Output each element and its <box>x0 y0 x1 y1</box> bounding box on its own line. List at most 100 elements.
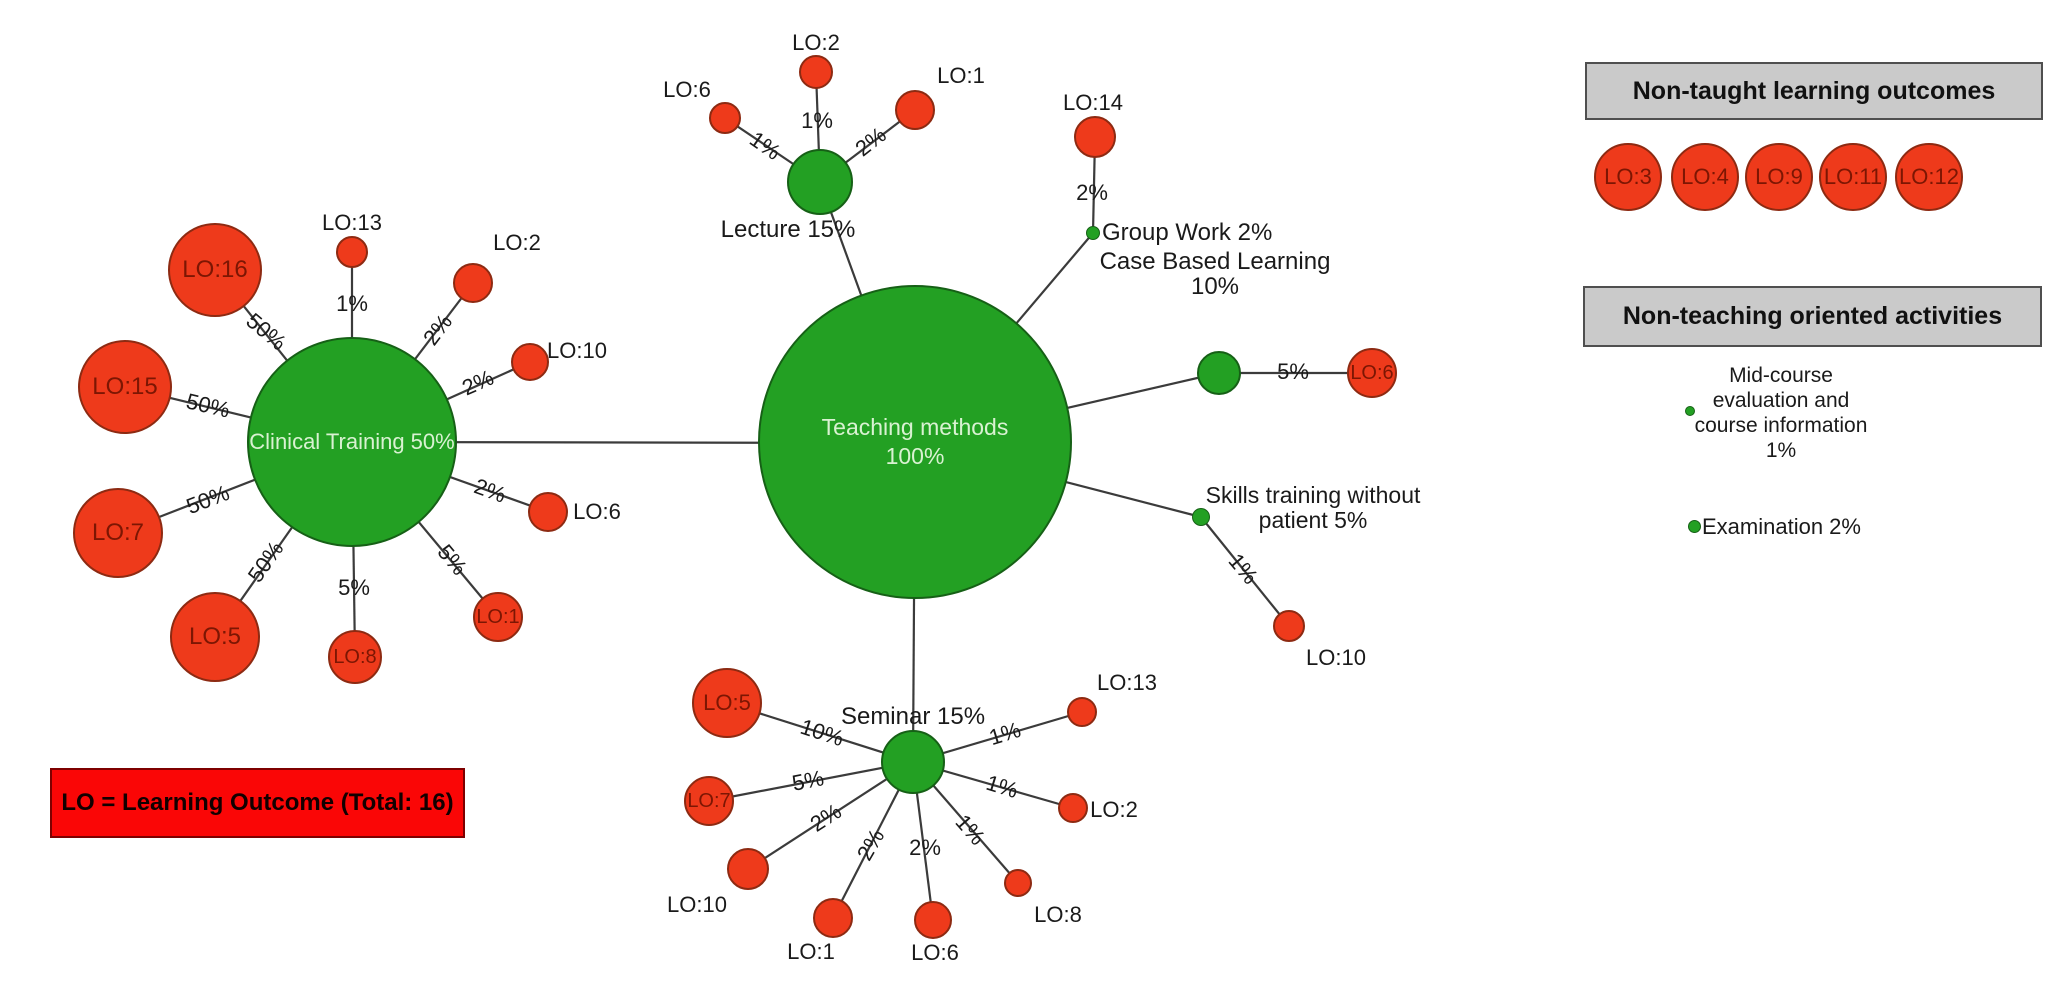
group-work-label: Group Work 2% <box>1102 219 1273 246</box>
case-based-learning-label-line1: Case Based Learning <box>1099 248 1331 275</box>
clinical-lo5-node: LO:5 <box>170 592 260 682</box>
clinical-lo2-node <box>453 263 493 303</box>
case-based-learning-hub <box>1197 351 1241 395</box>
clinical-lo6-label: LO:6 <box>573 499 621 524</box>
group-work-node <box>1086 226 1100 240</box>
clinical-lo8-label: LO:8 <box>333 645 377 668</box>
seminar-lo6-pct-label: 2% <box>909 835 941 860</box>
clinical-lo8-node: LO:8 <box>328 630 382 684</box>
clinical-lo15-label: LO:15 <box>92 373 158 400</box>
midcourse-label: Mid-course evaluation and course informa… <box>1695 363 1868 463</box>
case-based-lo6-node: LO:6 <box>1347 348 1397 398</box>
non-teaching-header: Non-teaching oriented activities <box>1583 286 2042 347</box>
lecture-label: Lecture 15% <box>720 216 856 243</box>
clinical-lo7-node: LO:7 <box>73 488 163 578</box>
lecture-lo2-node <box>799 55 833 89</box>
seminar-lo13-node <box>1067 697 1097 727</box>
case-based-learning-label: Case Based Learning 10% <box>1100 249 1331 299</box>
legend-box: LO = Learning Outcome (Total: 16) <box>50 768 465 838</box>
non-taught-lo4-node: LO:4 <box>1671 143 1739 211</box>
seminar-lo1-node <box>813 898 853 938</box>
group-work-lo14-pct-label: 2% <box>1076 180 1108 205</box>
teaching-methods-label: Teaching methods 100% <box>822 413 1009 471</box>
clinical-training-hub: Clinical Training 50% <box>247 337 457 547</box>
teaching-methods-label-line1: Teaching methods <box>821 414 1009 440</box>
seminar-lo1-label: LO:1 <box>787 939 835 964</box>
clinical-lo1-node: LO:1 <box>473 592 523 642</box>
seminar-lo8-node <box>1004 869 1032 897</box>
clinical-lo6-node <box>528 492 568 532</box>
clinical-lo13-node <box>336 236 368 268</box>
non-taught-header: Non-taught learning outcomes <box>1585 62 2043 120</box>
clinical-lo1-label: LO:1 <box>476 605 520 628</box>
case-based-lo6-pct-label: 5% <box>1277 359 1309 384</box>
seminar-lo7-label: LO:7 <box>687 789 731 812</box>
examination-dot <box>1688 520 1701 533</box>
clinical-lo13-label: LO:13 <box>322 210 382 235</box>
seminar-lo7-node: LO:7 <box>684 776 734 826</box>
clinical-lo10-node <box>511 343 549 381</box>
case-based-learning-label-line2: 10% <box>1190 273 1240 300</box>
lecture-lo2-pct-label: 1% <box>801 108 833 133</box>
midcourse-label-line2: evaluation and <box>1712 389 1850 412</box>
non-taught-lo12-label: LO:12 <box>1899 164 1959 189</box>
clinical-lo7-label: LO:7 <box>91 519 145 546</box>
clinical-lo13-pct-label: 1% <box>336 291 368 316</box>
skills-lo10-label: LO:10 <box>1306 645 1366 670</box>
skills-training-label-line1: Skills training without <box>1205 482 1421 508</box>
skills-training-label: Skills training without patient 5% <box>1206 483 1421 533</box>
seminar-lo8-label: LO:8 <box>1034 902 1082 927</box>
seminar-lo10-label: LO:10 <box>667 892 727 917</box>
non-taught-lo9-node: LO:9 <box>1745 143 1813 211</box>
clinical-lo2-label: LO:2 <box>493 230 541 255</box>
non-taught-lo3-label: LO:3 <box>1604 164 1652 189</box>
lecture-hub <box>787 149 853 215</box>
non-taught-lo9-label: LO:9 <box>1755 164 1803 189</box>
group-work-lo14-label: LO:14 <box>1063 90 1123 115</box>
midcourse-dot <box>1685 406 1695 416</box>
non-taught-lo3-node: LO:3 <box>1594 143 1662 211</box>
lecture-lo1-label: LO:1 <box>937 63 985 88</box>
clinical-training-label: Clinical Training 50% <box>249 429 455 454</box>
clinical-lo16-label: LO:16 <box>182 256 248 283</box>
seminar-lo5-node: LO:5 <box>692 668 762 738</box>
teaching-methods-label-line2: 100% <box>885 443 945 469</box>
link-skills-lo10 <box>1200 516 1290 627</box>
non-taught-lo4-label: LO:4 <box>1681 164 1729 189</box>
clinical-lo16-node: LO:16 <box>168 223 262 317</box>
non-teaching-title: Non-teaching oriented activities <box>1622 302 2003 330</box>
midcourse-label-line1: Mid-course <box>1729 364 1833 387</box>
midcourse-label-line3: course information <box>1694 414 1868 437</box>
midcourse-label-line4: 1% <box>1765 439 1797 462</box>
skills-training-label-line2: patient 5% <box>1258 507 1368 533</box>
examination-label: Examination 2% <box>1702 514 1861 539</box>
clinical-lo8-pct-label: 5% <box>338 575 370 600</box>
seminar-lo13-label: LO:13 <box>1097 670 1157 695</box>
seminar-lo6-label: LO:6 <box>911 940 959 965</box>
seminar-label: Seminar 15% <box>840 703 986 730</box>
seminar-lo6-node <box>914 901 952 939</box>
skills-training-node <box>1192 508 1210 526</box>
non-taught-title: Non-taught learning outcomes <box>1632 76 1996 105</box>
lecture-lo6-node <box>709 102 741 134</box>
seminar-lo2-label: LO:2 <box>1090 797 1138 822</box>
non-taught-lo11-label: LO:11 <box>1823 164 1883 189</box>
non-taught-lo11-node: LO:11 <box>1819 143 1887 211</box>
lecture-lo1-node <box>895 90 935 130</box>
lecture-lo2-label: LO:2 <box>792 30 840 55</box>
seminar-lo2-node <box>1058 793 1088 823</box>
seminar-lo10-node <box>727 848 769 890</box>
skills-lo10-node <box>1273 610 1305 642</box>
seminar-hub <box>881 730 945 794</box>
link-seminar-lo7 <box>708 760 914 803</box>
clinical-lo5-label: LO:5 <box>188 623 242 650</box>
lecture-lo6-label: LO:6 <box>663 77 711 102</box>
group-work-lo14-node <box>1074 116 1116 158</box>
clinical-lo10-label: LO:10 <box>547 338 607 363</box>
non-taught-lo12-node: LO:12 <box>1895 143 1963 211</box>
legend-label: LO = Learning Outcome (Total: 16) <box>61 789 454 816</box>
teaching-methods-hub: Teaching methods 100% <box>758 285 1072 599</box>
case-based-lo6-label: LO:6 <box>1350 361 1394 384</box>
seminar-lo5-label: LO:5 <box>703 690 751 715</box>
